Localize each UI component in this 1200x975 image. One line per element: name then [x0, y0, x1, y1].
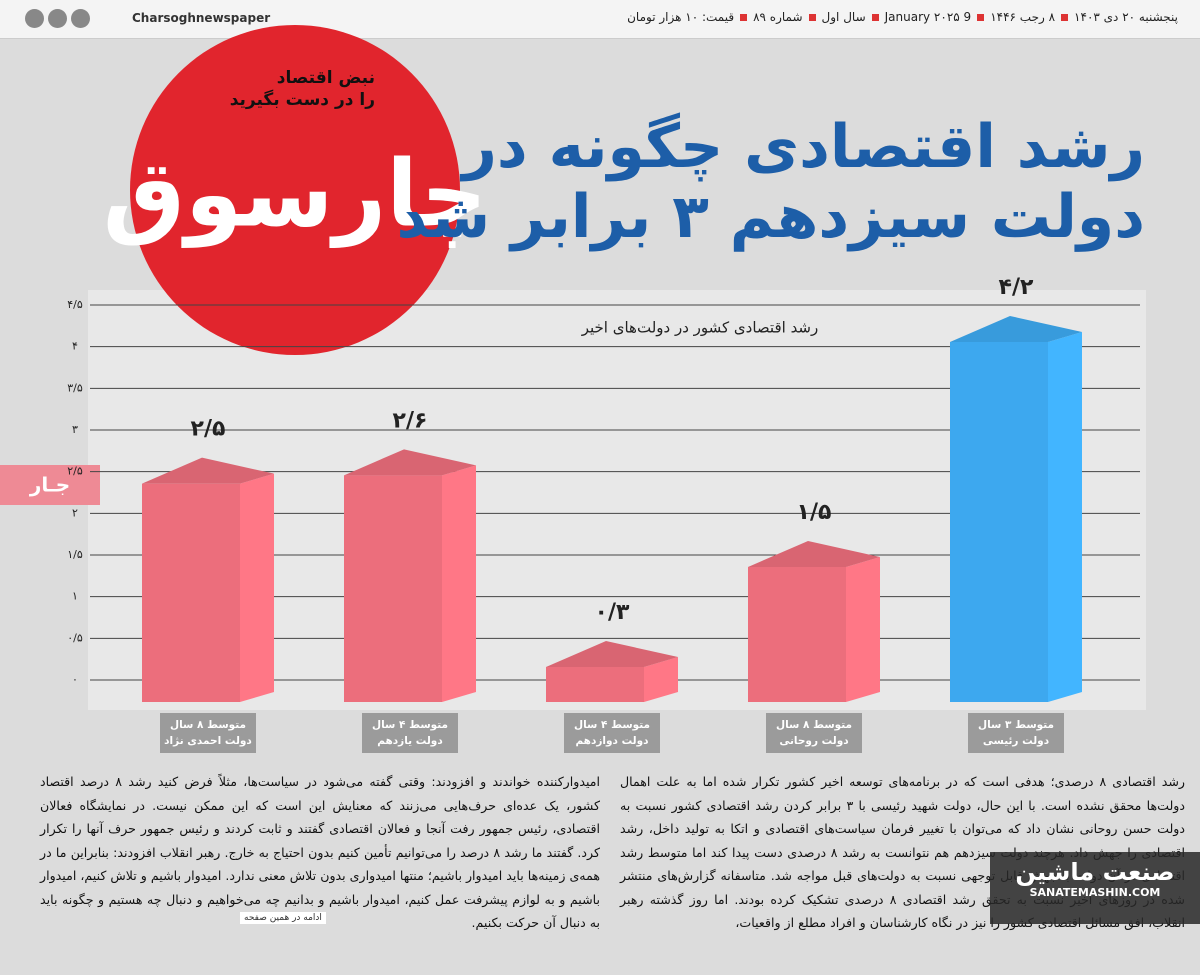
date-item: سال اول [822, 10, 879, 24]
value-label: ۲/۵ [191, 417, 226, 442]
x-icon[interactable] [25, 9, 44, 28]
bar-top [344, 449, 476, 476]
site-name: Charsoghnewspaper [132, 11, 271, 25]
category-label: متوسط ۴ سال دولت یازدهم [362, 713, 458, 753]
date-item: پنجشنبه ۲۰ دی ۱۴۰۳ [1074, 10, 1178, 24]
date-item: ۸ رجب ۱۴۴۶ [990, 10, 1068, 24]
bar-top [748, 541, 880, 567]
top-bar: Charsoghnewspaper پنجشنبه ۲۰ دی ۱۴۰۳ ۸ رج… [0, 0, 1200, 39]
watermark-url: SANATEMASHIN.COM [1029, 886, 1161, 899]
date-line: پنجشنبه ۲۰ دی ۱۴۰۳ ۸ رجب ۱۴۴۶ 9 January ۲۰… [627, 10, 1178, 24]
category-label: متوسط ۳ سال دولت رئیسی [968, 713, 1064, 753]
article-column: امیدوارکننده خواندند و افزودند: وقتی گفت… [40, 774, 601, 930]
logo-tagline: نبض اقتصاد [277, 68, 375, 88]
category-label: متوسط ۸ سال دولت روحانی [766, 713, 862, 753]
y-tick-label: ۰/۵ [67, 631, 83, 644]
bar-side [240, 473, 274, 702]
value-label: ۲/۶ [393, 408, 428, 433]
date-item: شماره ۸۹ [753, 10, 815, 24]
bar-top [546, 641, 678, 667]
bar-top [142, 457, 274, 484]
y-tick-label: ۲/۵ [67, 465, 83, 478]
y-tick-label: ۴/۵ [67, 298, 83, 311]
y-tick-label: ۳/۵ [67, 381, 83, 394]
continued-note: ادامه در همین صفحه [240, 912, 326, 924]
bar-top [950, 316, 1082, 342]
y-tick-label: ۱/۵ [67, 548, 83, 561]
bar-side [1048, 332, 1082, 702]
date-item: 9 January ۲۰۲۵ [885, 10, 985, 24]
logo-name: چارسوق [103, 140, 487, 248]
instagram-icon[interactable] [48, 9, 67, 28]
bar-side [442, 465, 476, 702]
category-label: متوسط ۴ سال دولت دوازدهم [564, 713, 660, 753]
bar-front [950, 342, 1048, 702]
category-label: متوسط ۸ سال دولت احمدی نژاد [160, 713, 256, 753]
value-label: ۴/۲ [999, 275, 1034, 300]
y-tick-label: ۰ [72, 673, 78, 686]
y-tick-label: ۱ [72, 590, 78, 603]
youtube-icon[interactable] [71, 9, 90, 28]
value-label: ۱/۵ [797, 500, 832, 525]
bar-front [142, 483, 240, 702]
chart-title: رشد اقتصادی کشور در دولت‌های اخیر [581, 319, 819, 337]
side-tab [0, 465, 100, 505]
side-tab-text: جـار [29, 473, 70, 497]
bar-side [846, 557, 880, 702]
y-tick-label: ۲ [72, 506, 78, 519]
bar-front [748, 567, 846, 702]
bar-side [644, 657, 678, 702]
y-tick-label: ۴ [72, 340, 78, 353]
headline: دولت سیزدهم ۳ برابر شد [396, 182, 1147, 252]
watermark-name: صنعت ماشین [1015, 858, 1175, 886]
date-item: قیمت: ۱۰ هزار تومان [627, 10, 747, 24]
bar-front [546, 667, 644, 702]
y-tick-label: ۳ [72, 423, 78, 436]
logo-tagline: را در دست بگیرید [230, 89, 375, 110]
headline: رشد اقتصادی چگونه در [462, 112, 1147, 182]
watermark: صنعت ماشین SANATEMASHIN.COM [990, 852, 1200, 924]
value-label: ۰/۳ [595, 600, 630, 625]
logo-circle [130, 25, 460, 355]
bar-front [344, 475, 442, 702]
